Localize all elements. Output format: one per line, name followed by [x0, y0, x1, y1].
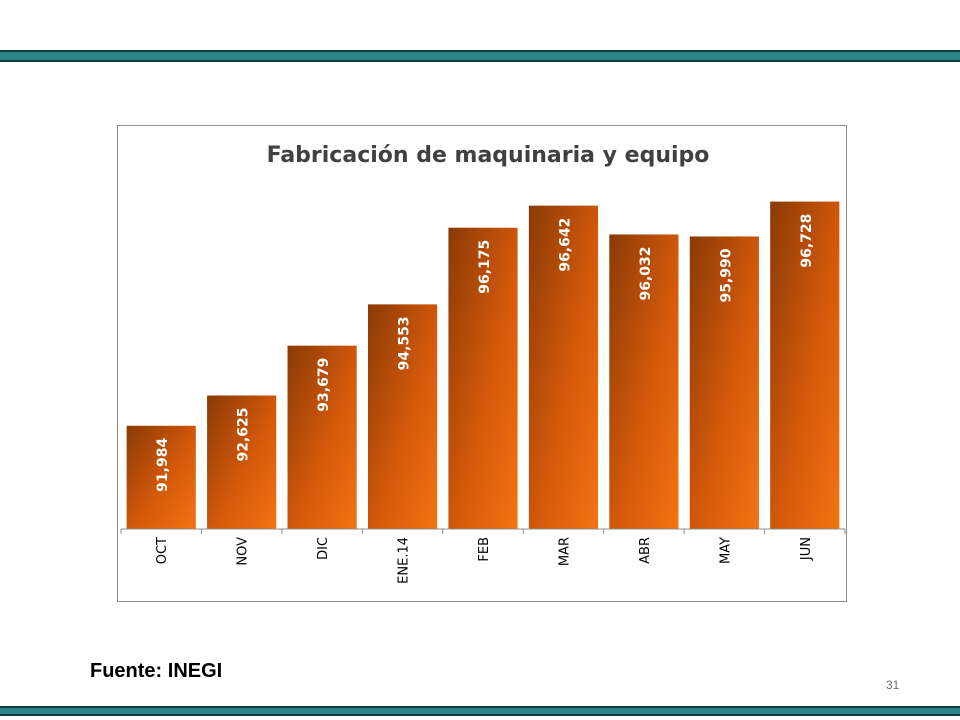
category-tick-label: MAR — [557, 537, 572, 566]
category-tick-label: OCT — [155, 537, 170, 564]
bar-may — [689, 236, 759, 529]
bar-oct — [126, 425, 196, 529]
category-tick-label: MAY — [718, 537, 733, 564]
data-label: 92,625 — [236, 407, 252, 461]
page-number: 31 — [886, 678, 900, 692]
source-label: Fuente: INEGI — [90, 660, 223, 682]
bar-feb — [448, 227, 518, 529]
category-tick-label: FEB — [477, 537, 492, 562]
bar-mar — [528, 205, 599, 529]
category-tick-label: ABR — [638, 537, 653, 564]
bar-nov — [207, 395, 277, 529]
data-label: 96,032 — [638, 246, 654, 300]
category-tick-label: NOV — [236, 537, 251, 566]
bar-jun — [770, 201, 840, 529]
data-label: 95,990 — [718, 248, 734, 302]
bar-dic — [287, 345, 357, 529]
top-accent-band — [0, 50, 960, 62]
bar-chart: Fabricación de maquinaria y equipo 91,98… — [120, 143, 846, 584]
bar-abr — [609, 234, 679, 529]
data-label: 96,175 — [477, 240, 493, 294]
data-label: 96,642 — [557, 218, 573, 272]
data-label: 91,984 — [155, 438, 171, 492]
category-tick-label: JUN — [799, 537, 814, 561]
data-label: 96,728 — [799, 214, 815, 268]
data-label: 94,553 — [397, 316, 413, 370]
bottom-accent-band — [0, 706, 960, 716]
chart-title: Fabricación de maquinaria y equipo — [267, 143, 710, 168]
category-tick-label: DIC — [316, 537, 331, 560]
chart-container: Fabricación de maquinaria y equipo 91,98… — [117, 125, 847, 602]
data-label: 93,679 — [316, 358, 332, 412]
category-tick-label: ENE.14 — [397, 537, 412, 584]
bar-ene14 — [367, 304, 438, 529]
